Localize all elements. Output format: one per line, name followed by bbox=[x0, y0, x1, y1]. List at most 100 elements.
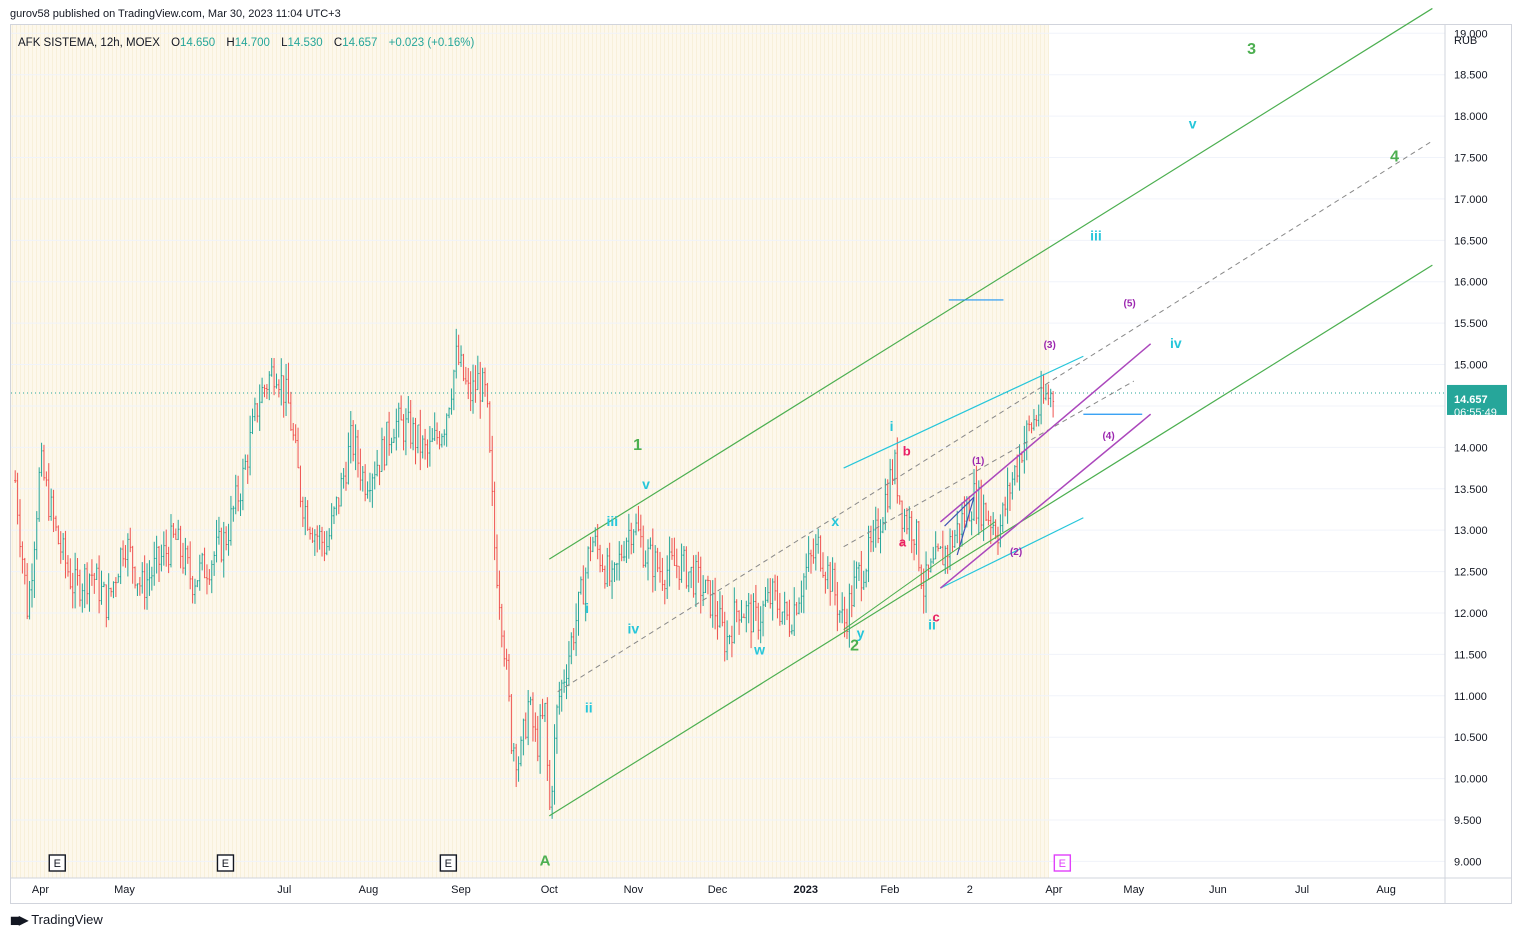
price-tick: 12.000 bbox=[1454, 608, 1488, 620]
time-tick: Oct bbox=[541, 884, 558, 896]
wave-label: i bbox=[890, 418, 894, 434]
wave-label: (5) bbox=[1123, 299, 1135, 310]
ohlc-open-label: O bbox=[171, 37, 180, 49]
symbol-legend: AFK SISTEMA, 12h, MOEX O14.650 H14.700 L… bbox=[18, 37, 474, 49]
last-price-badge: 14.657 06:55:49 bbox=[1447, 384, 1507, 419]
price-tick: 16.500 bbox=[1454, 235, 1488, 247]
symbol-line: AFK SISTEMA, 12h, MOEX bbox=[18, 37, 160, 49]
earnings-marker[interactable] bbox=[439, 854, 458, 872]
wave-label: w bbox=[753, 641, 765, 657]
gridlines bbox=[11, 32, 1445, 862]
trend-line-5[interactable] bbox=[940, 517, 1084, 589]
brand-name: TradingView bbox=[31, 912, 103, 927]
currency-label: RUB bbox=[1454, 35, 1477, 47]
chart-frame bbox=[10, 24, 1512, 904]
ohlc-change: +0.023 (+0.16%) bbox=[389, 37, 475, 49]
price-tick: 13.500 bbox=[1454, 484, 1488, 496]
ohlc-close: 14.657 bbox=[342, 37, 377, 49]
trend-line-10[interactable] bbox=[843, 521, 996, 630]
wave-label: 4 bbox=[1390, 149, 1399, 166]
ohlc-low: 14.530 bbox=[288, 37, 323, 49]
time-tick: Jun bbox=[1209, 884, 1227, 896]
price-tick: 10.500 bbox=[1454, 732, 1488, 744]
price-tick: 15.500 bbox=[1454, 318, 1488, 330]
wave-label: c bbox=[933, 609, 940, 624]
earnings-marker-label: E bbox=[1059, 858, 1066, 870]
drawings[interactable] bbox=[548, 7, 1433, 817]
price-tick: 17.500 bbox=[1454, 153, 1488, 165]
price-tick: 9.000 bbox=[1454, 856, 1482, 868]
wave-label: iv bbox=[628, 621, 640, 637]
trend-line-3[interactable] bbox=[843, 380, 1135, 548]
time-tick: Apr bbox=[32, 884, 49, 896]
price-tick: 13.000 bbox=[1454, 525, 1488, 537]
wave-label: (4) bbox=[1102, 431, 1114, 442]
wave-label: iii bbox=[607, 513, 619, 529]
time-tick: May bbox=[1123, 884, 1144, 896]
time-tick: 2023 bbox=[794, 884, 818, 896]
time-tick: Feb bbox=[880, 884, 899, 896]
earnings-marker-label: E bbox=[222, 858, 229, 870]
wave-label: (3) bbox=[1044, 340, 1056, 351]
tradingview-logo-icon: ◼▶ bbox=[10, 912, 28, 927]
trend-line-6[interactable] bbox=[939, 343, 1152, 523]
trend-line-0[interactable] bbox=[548, 264, 1433, 817]
wave-label: a bbox=[899, 535, 907, 550]
trend-line-1[interactable] bbox=[548, 7, 1433, 560]
earnings-marker-label: E bbox=[54, 858, 61, 870]
bar-countdown: 06:55:49 bbox=[1454, 407, 1497, 419]
earnings-marker[interactable] bbox=[48, 854, 66, 872]
ohlc-low-label: L bbox=[281, 37, 288, 49]
footer: ◼▶ TradingView bbox=[10, 912, 103, 927]
price-tick: 19.000 bbox=[1454, 28, 1488, 40]
time-tick: Jul bbox=[277, 884, 291, 896]
earnings-marker[interactable] bbox=[1053, 854, 1072, 872]
trend-line-9[interactable] bbox=[956, 496, 975, 556]
time-tick: Nov bbox=[624, 884, 644, 896]
ohlc-high-label: H bbox=[226, 37, 234, 49]
price-tick: 11.000 bbox=[1454, 691, 1487, 703]
time-tick: 2 bbox=[967, 884, 973, 896]
wave-label: 1 bbox=[633, 437, 642, 454]
wave-label: 2 bbox=[850, 637, 859, 654]
trend-line-4[interactable] bbox=[843, 355, 1084, 469]
price-axis[interactable]: 9.000 9.500 10.000 10.500 11.000 11.500 12.000… bbox=[1454, 28, 1488, 868]
time-tick: Jul bbox=[1295, 884, 1309, 896]
wave-label: iv bbox=[1170, 335, 1182, 351]
time-tick: Aug bbox=[359, 884, 379, 896]
session-grid bbox=[11, 25, 1049, 878]
trend-line-7[interactable] bbox=[939, 413, 1152, 589]
earnings-marker[interactable] bbox=[216, 854, 235, 872]
price-tick: 14.000 bbox=[1454, 442, 1488, 454]
wave-label: v bbox=[642, 476, 650, 492]
wave-label: (1) bbox=[972, 456, 984, 467]
wave-label: b bbox=[903, 444, 911, 459]
wave-label: i bbox=[585, 600, 589, 616]
trend-line-8[interactable] bbox=[944, 496, 975, 527]
wave-label: (2) bbox=[1010, 547, 1022, 558]
time-tick: May bbox=[114, 884, 135, 896]
svg-text:AFK SISTEMA, 12h, MOEX O: AFK SISTEMA, 12h, MOEX O14.650 H14.700 L… bbox=[18, 37, 474, 49]
ohlc-open: 14.650 bbox=[180, 37, 215, 49]
price-tick: 18.000 bbox=[1454, 111, 1488, 123]
time-tick: Aug bbox=[1376, 884, 1396, 896]
wave-label: A bbox=[540, 853, 551, 870]
ohlc-high: 14.700 bbox=[235, 37, 270, 49]
price-tick: 15.000 bbox=[1454, 360, 1488, 372]
wave-label: ii bbox=[585, 699, 593, 715]
price-tick: 18.500 bbox=[1454, 70, 1488, 82]
time-tick: Sep bbox=[451, 884, 471, 896]
price-tick: 10.000 bbox=[1454, 774, 1488, 786]
time-axis[interactable]: Apr May Jul Aug Sep Oct Nov Dec 2023 Feb 2 Apr May Ju… bbox=[32, 884, 1396, 896]
price-tick: 12.500 bbox=[1454, 567, 1488, 579]
last-price-value: 14.657 bbox=[1454, 394, 1488, 406]
price-tick: 9.500 bbox=[1454, 815, 1482, 827]
earnings-marker-label: E bbox=[445, 858, 452, 870]
ohlc-close-label: C bbox=[334, 37, 342, 49]
price-tick: 11.500 bbox=[1454, 649, 1487, 661]
wave-label: x bbox=[831, 513, 839, 529]
time-tick: Apr bbox=[1045, 884, 1062, 896]
trend-line-2[interactable] bbox=[557, 140, 1433, 693]
